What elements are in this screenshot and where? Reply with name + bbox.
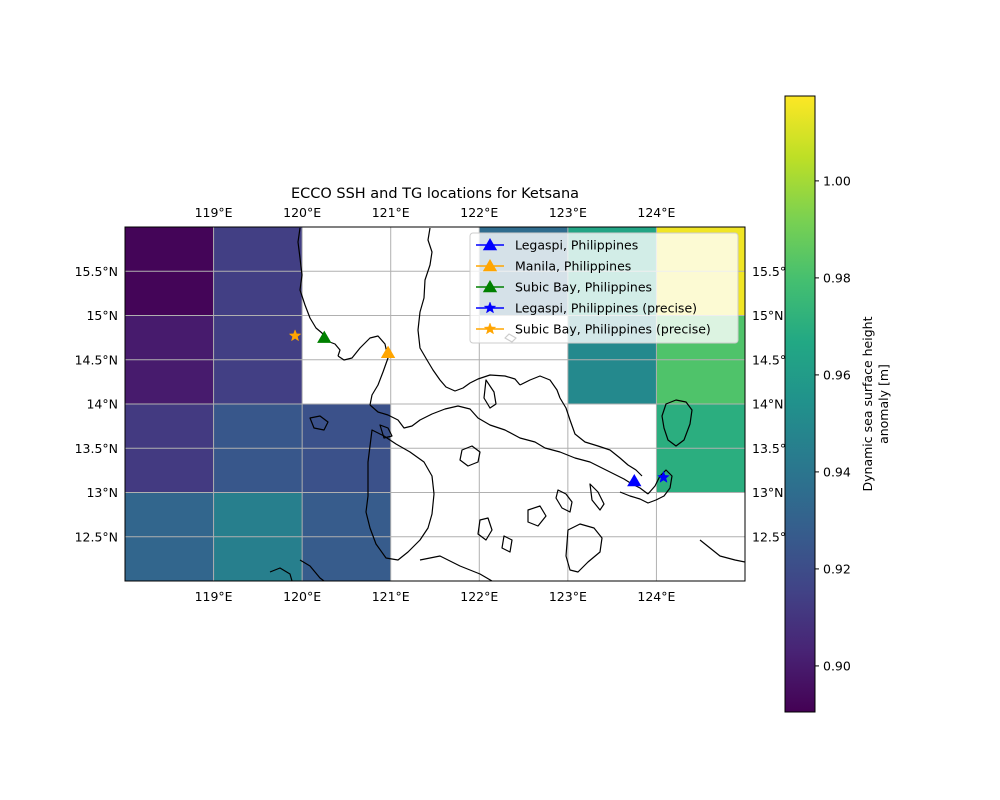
station-marker-triangle bbox=[627, 474, 642, 487]
legend-marker bbox=[482, 280, 498, 293]
legend-marker bbox=[482, 238, 498, 251]
lat-tick-label: 15°N bbox=[752, 308, 784, 323]
lon-tick-label: 122°E bbox=[460, 589, 498, 604]
lon-tick-label: 123°E bbox=[549, 589, 587, 604]
lat-tick-label: 13°N bbox=[752, 485, 784, 500]
legend-label: Legaspi, Philippines (precise) bbox=[515, 301, 697, 316]
colorbar: 0.90 0.92 0.94 0.96 0.98 1.00 Dynamic sea sur… bbox=[784, 95, 891, 713]
map-frame bbox=[124, 226, 746, 582]
colorbar-label-line1: Dynamic sea surface height bbox=[860, 316, 875, 491]
legend-marker bbox=[483, 301, 497, 314]
top-lon-labels: 119°E 120°E 121°E 122°E 123°E 124°E bbox=[195, 205, 676, 220]
legend-label: Manila, Philippines bbox=[515, 259, 631, 274]
legend-box bbox=[469, 232, 739, 344]
lon-tick-label: 124°E bbox=[637, 589, 675, 604]
bottom-lon-labels: 119°E 120°E 121°E 122°E 123°E 124°E bbox=[195, 589, 676, 604]
colorbar-gradient bbox=[785, 96, 815, 712]
lon-tick-label: 121°E bbox=[372, 589, 410, 604]
station-marker-triangle bbox=[380, 345, 396, 358]
colorbar-tick-label: 1.00 bbox=[823, 173, 851, 188]
lon-tick-label: 119°E bbox=[195, 589, 233, 604]
station-marker-triangle bbox=[317, 330, 332, 343]
station-marker-star bbox=[288, 329, 302, 342]
map-title: ECCO SSH and TG locations for Ketsana bbox=[291, 186, 579, 202]
lat-tick-label: 15.5°N bbox=[75, 264, 118, 279]
left-lat-labels: 15.5°N 15°N 14.5°N 14°N 13.5°N 13°N 12.5°N bbox=[75, 264, 118, 545]
legend-label: Subic Bay, Philippines bbox=[515, 280, 652, 295]
colorbar-frame bbox=[784, 95, 816, 713]
lon-tick-label: 124°E bbox=[637, 205, 675, 220]
colorbar-label-line2: anomaly [m] bbox=[876, 364, 891, 444]
station-markers bbox=[288, 329, 670, 487]
lat-tick-label: 13.5°N bbox=[75, 441, 118, 456]
lon-tick-label: 121°E bbox=[372, 205, 410, 220]
lon-tick-label: 120°E bbox=[283, 589, 321, 604]
legend: Legaspi, Philippines Manila, Philippines S… bbox=[469, 232, 739, 344]
colorbar-tick-label: 0.94 bbox=[823, 464, 851, 479]
lon-tick-label: 122°E bbox=[460, 205, 498, 220]
legend-marker bbox=[482, 259, 498, 272]
colorbar-tick-label: 0.98 bbox=[823, 270, 851, 285]
lat-tick-label: 14°N bbox=[86, 397, 118, 412]
station-marker-star bbox=[657, 470, 670, 483]
colorbar-tick-label: 0.96 bbox=[823, 367, 851, 382]
lat-tick-label: 15°N bbox=[86, 308, 118, 323]
lat-tick-label: 12.5°N bbox=[75, 529, 118, 544]
lon-tick-label: 123°E bbox=[549, 205, 587, 220]
colorbar-ticks: 0.90 0.92 0.94 0.96 0.98 1.00 bbox=[815, 173, 851, 673]
colorbar-tick-label: 0.92 bbox=[823, 561, 851, 576]
lat-tick-label: 14°N bbox=[752, 397, 784, 412]
legend-marker bbox=[483, 322, 497, 335]
lat-tick-label: 14.5°N bbox=[75, 352, 118, 367]
legend-label: Legaspi, Philippines bbox=[515, 238, 638, 253]
lon-tick-label: 120°E bbox=[283, 205, 321, 220]
legend-label: Subic Bay, Philippines (precise) bbox=[515, 322, 711, 337]
lat-tick-label: 13°N bbox=[86, 485, 118, 500]
lon-tick-label: 119°E bbox=[195, 205, 233, 220]
colorbar-tick-label: 0.90 bbox=[823, 658, 851, 673]
